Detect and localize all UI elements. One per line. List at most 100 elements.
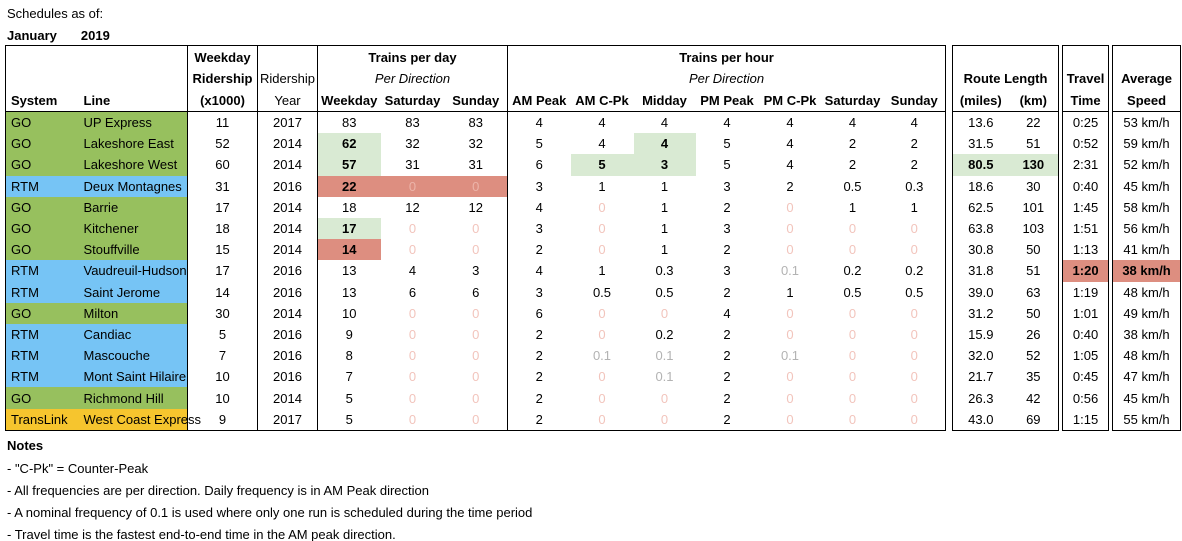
cell[interactable]: 2016 <box>257 323 318 346</box>
cell[interactable]: 57 <box>317 154 381 176</box>
cell[interactable]: 31.8 <box>952 260 1009 282</box>
header-ridership-2[interactable]: Ridership <box>187 68 258 89</box>
cell[interactable]: 0 <box>848 348 857 364</box>
cell[interactable]: 0.5 <box>843 178 862 194</box>
cell[interactable]: 2016 <box>257 175 318 197</box>
cell[interactable]: 2014 <box>257 387 318 409</box>
cell[interactable]: 31.2 <box>952 302 1009 324</box>
cell[interactable]: 2 <box>723 348 731 364</box>
cell[interactable]: 0.1 <box>655 348 674 364</box>
cell[interactable]: 5 <box>345 390 353 406</box>
cell[interactable]: 0 <box>633 408 696 431</box>
cell[interactable]: 6 <box>535 157 543 173</box>
header-ridership-year-2[interactable]: Year <box>257 89 318 112</box>
cell[interactable]: 0 <box>786 199 794 215</box>
cell[interactable]: 6 <box>408 284 417 300</box>
cell[interactable]: 6 <box>444 281 508 303</box>
cell[interactable]: 1:20 <box>1062 260 1110 282</box>
cell[interactable]: 2:31 <box>1062 154 1110 176</box>
cell[interactable]: 18 <box>342 199 357 215</box>
cell[interactable]: 0 <box>444 175 508 197</box>
cell[interactable]: 0.3 <box>883 175 947 197</box>
cell[interactable]: 62.5 <box>952 196 1009 218</box>
cell[interactable]: 2 <box>883 154 947 176</box>
cell[interactable]: 2014 <box>257 196 318 218</box>
cell[interactable]: 2016 <box>257 345 318 367</box>
cell[interactable]: 0 <box>444 302 508 324</box>
cell[interactable]: 0 <box>408 348 417 364</box>
cell[interactable]: 4 <box>786 115 794 131</box>
cell[interactable]: 3 <box>633 154 696 176</box>
cell[interactable]: 4 <box>408 263 417 279</box>
cell[interactable]: 0 <box>660 305 669 321</box>
cell[interactable]: 7 <box>187 345 258 367</box>
header-tpd-saturday[interactable]: Saturday <box>380 89 445 112</box>
cell[interactable]: 2 <box>883 133 947 155</box>
cell[interactable]: 48 km/h <box>1112 281 1182 303</box>
cell[interactable]: 13.6 <box>952 111 1009 134</box>
cell[interactable]: 39.0 <box>952 281 1009 303</box>
cell[interactable]: 0 <box>598 199 606 215</box>
cell[interactable]: 0 <box>848 242 857 258</box>
system-cell[interactable]: GO <box>5 217 79 240</box>
cell[interactable]: 0 <box>444 323 508 346</box>
cell[interactable]: 30.8 <box>952 239 1009 261</box>
cell[interactable]: 62 <box>317 133 381 155</box>
cell[interactable]: 3 <box>535 284 543 300</box>
cell[interactable]: 5 <box>723 136 731 152</box>
line-cell[interactable]: Barrie <box>78 196 188 218</box>
cell[interactable]: 35 <box>1008 366 1060 388</box>
cell[interactable]: 32 <box>405 136 420 152</box>
cell[interactable]: 4 <box>598 136 606 152</box>
cell[interactable]: 4 <box>883 111 947 134</box>
cell[interactable]: 0.5 <box>843 284 862 300</box>
header-route-km[interactable]: (km) <box>1008 89 1060 112</box>
cell[interactable]: 6 <box>535 305 543 321</box>
line-cell[interactable]: Richmond Hill <box>78 387 188 409</box>
cell[interactable]: 1:19 <box>1062 281 1110 303</box>
cell[interactable]: 0 <box>821 408 884 431</box>
cell[interactable]: 4 <box>786 136 794 152</box>
cell[interactable]: 31 <box>444 154 508 176</box>
cell[interactable]: 52 <box>187 133 258 155</box>
header-tph-sunday[interactable]: Sunday <box>883 89 947 112</box>
cell[interactable]: 45 km/h <box>1112 387 1182 409</box>
cell[interactable]: 5 <box>723 157 731 173</box>
header-trains-per-day-title[interactable]: Trains per day <box>317 45 508 68</box>
cell[interactable]: 1 <box>598 178 606 194</box>
cell[interactable]: 9 <box>187 408 258 431</box>
cell[interactable]: 1:01 <box>1062 302 1110 324</box>
cell[interactable]: 3 <box>723 263 731 279</box>
line-cell[interactable]: Milton <box>78 302 188 324</box>
cell[interactable]: 0 <box>408 326 417 342</box>
cell[interactable]: 12 <box>405 199 420 215</box>
line-cell[interactable]: Vaudreuil-Hudson <box>78 260 188 282</box>
cell[interactable]: 51 <box>1008 260 1060 282</box>
cell[interactable]: 0 <box>848 326 857 342</box>
cell[interactable]: 0:25 <box>1062 111 1110 134</box>
cell[interactable]: 13 <box>342 263 357 279</box>
header-tph-am-cpk[interactable]: AM C-Pk <box>570 89 634 112</box>
cell[interactable]: 63.8 <box>952 217 1009 240</box>
header-tph-pm-peak[interactable]: PM Peak <box>695 89 759 112</box>
cell[interactable]: 0 <box>380 408 445 431</box>
cell[interactable]: 0 <box>380 175 445 197</box>
cell[interactable]: 48 km/h <box>1112 345 1182 367</box>
cell[interactable]: 31 <box>187 175 258 197</box>
cell[interactable]: 43.0 <box>952 408 1009 431</box>
cell[interactable]: 59 km/h <box>1112 133 1182 155</box>
cell[interactable]: 17 <box>317 217 381 240</box>
cell[interactable]: 18.6 <box>952 175 1009 197</box>
cell[interactable]: 2 <box>723 390 731 406</box>
cell[interactable]: 63 <box>1008 281 1060 303</box>
cell[interactable]: 51 <box>1008 133 1060 155</box>
cell[interactable]: 0 <box>883 323 947 346</box>
cell[interactable]: 0 <box>786 369 794 385</box>
cell[interactable]: 1 <box>660 199 669 215</box>
cell[interactable]: 0 <box>883 345 947 367</box>
header-ridership-3[interactable]: (x1000) <box>187 89 258 112</box>
cell[interactable]: 5 <box>570 154 634 176</box>
cell[interactable]: 0.1 <box>780 263 800 279</box>
cell[interactable]: 1 <box>660 242 669 258</box>
cell[interactable]: 1 <box>598 263 606 279</box>
